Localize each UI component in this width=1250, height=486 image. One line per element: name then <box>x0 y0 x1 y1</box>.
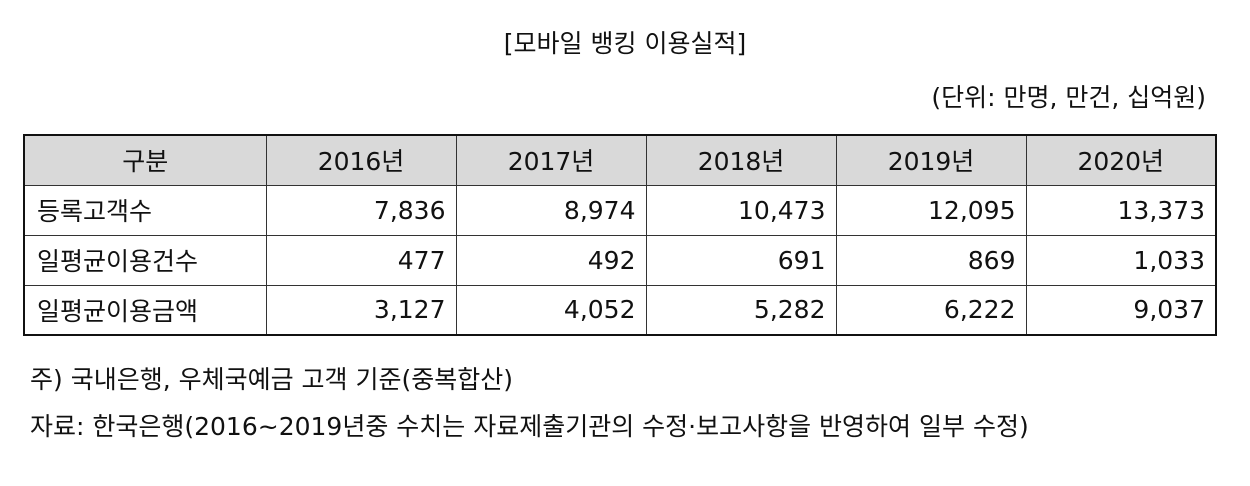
header-2020: 2020년 <box>1025 134 1217 186</box>
table-cell: 7,836 <box>265 184 457 236</box>
table-cell: 9,037 <box>1025 284 1217 336</box>
table-cell: 3,127 <box>265 284 457 336</box>
header-2017: 2017년 <box>455 134 647 186</box>
table-row: 일평균이용금액 3,127 4,052 5,282 6,222 9,037 <box>23 284 1217 336</box>
unit-label: (단위: 만명, 만건, 십억원) <box>931 83 1206 112</box>
table-cell: 8,974 <box>455 184 647 236</box>
header-category: 구분 <box>23 134 267 186</box>
table-cell: 477 <box>265 234 457 286</box>
table-cell: 10,473 <box>645 184 837 236</box>
header-2019: 2019년 <box>835 134 1027 186</box>
table-cell: 1,033 <box>1025 234 1217 286</box>
table-cell: 691 <box>645 234 837 286</box>
table-cell: 6,222 <box>835 284 1027 336</box>
document-title: [모바일 뱅킹 이용실적] <box>503 29 747 58</box>
mobile-banking-table: 구분 2016년 2017년 2018년 2019년 2020년 등록고객수 7… <box>23 134 1217 336</box>
table-cell: 4,052 <box>455 284 647 336</box>
row-label: 일평균이용건수 <box>23 234 267 286</box>
table-cell: 13,373 <box>1025 184 1217 236</box>
table-cell: 5,282 <box>645 284 837 336</box>
table-row: 등록고객수 7,836 8,974 10,473 12,095 13,373 <box>23 184 1217 236</box>
row-label: 일평균이용금액 <box>23 284 267 336</box>
table-row: 일평균이용건수 477 492 691 869 1,033 <box>23 234 1217 286</box>
header-2016: 2016년 <box>265 134 457 186</box>
table-cell: 869 <box>835 234 1027 286</box>
table-cell: 12,095 <box>835 184 1027 236</box>
source-note: 자료: 한국은행(2016~2019년중 수치는 자료제출기관의 수정·보고사항… <box>30 412 1029 441</box>
row-label: 등록고객수 <box>23 184 267 236</box>
footnote: 주) 국내은행, 우체국예금 고객 기준(중복합산) <box>30 365 513 394</box>
table-header-row: 구분 2016년 2017년 2018년 2019년 2020년 <box>23 134 1217 186</box>
table-cell: 492 <box>455 234 647 286</box>
header-2018: 2018년 <box>645 134 837 186</box>
